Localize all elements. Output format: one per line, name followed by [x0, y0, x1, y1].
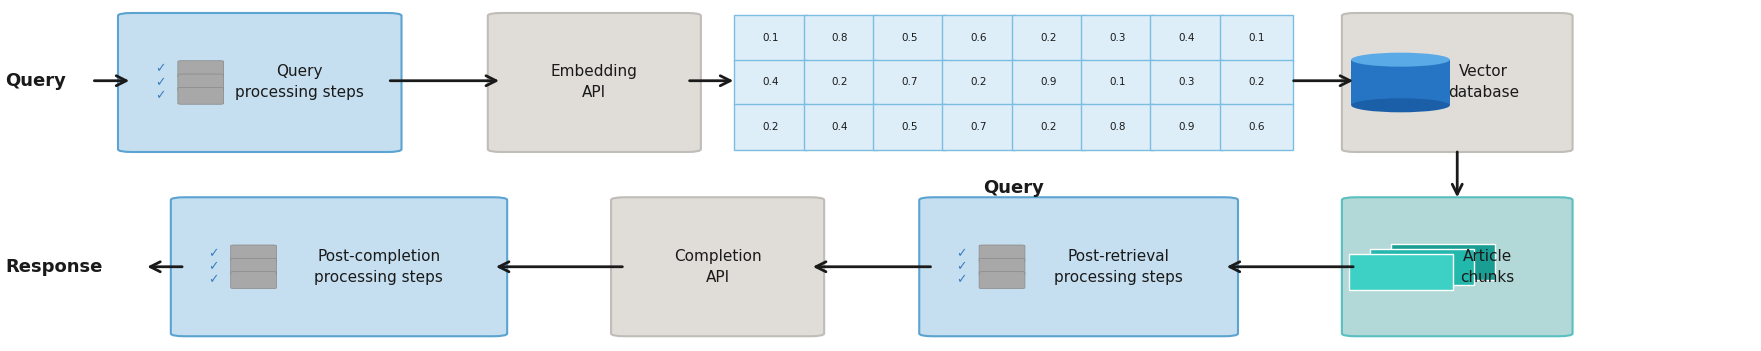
Text: ✓: ✓ — [956, 260, 967, 273]
Text: ✓: ✓ — [155, 62, 166, 76]
FancyBboxPatch shape — [118, 13, 402, 152]
FancyBboxPatch shape — [873, 104, 946, 150]
Text: Query: Query — [983, 179, 1044, 197]
FancyBboxPatch shape — [803, 60, 877, 105]
Text: 0.4: 0.4 — [831, 122, 849, 132]
FancyBboxPatch shape — [1011, 104, 1085, 150]
FancyBboxPatch shape — [942, 15, 1014, 61]
Text: Post-retrieval
processing steps: Post-retrieval processing steps — [1053, 249, 1183, 285]
Text: 0.1: 0.1 — [1249, 33, 1264, 43]
FancyBboxPatch shape — [231, 245, 276, 262]
Text: 0.2: 0.2 — [831, 78, 849, 87]
FancyBboxPatch shape — [803, 15, 877, 61]
Text: 0.8: 0.8 — [1109, 122, 1125, 132]
FancyBboxPatch shape — [1391, 244, 1495, 280]
Text: 0.4: 0.4 — [763, 78, 778, 87]
Text: ✓: ✓ — [208, 260, 218, 273]
FancyBboxPatch shape — [1220, 104, 1293, 150]
FancyBboxPatch shape — [979, 245, 1025, 262]
FancyBboxPatch shape — [734, 15, 807, 61]
Bar — [1351, 60, 1449, 105]
FancyBboxPatch shape — [231, 258, 276, 275]
FancyBboxPatch shape — [942, 60, 1014, 105]
FancyBboxPatch shape — [1342, 13, 1573, 152]
FancyBboxPatch shape — [1342, 197, 1573, 336]
FancyBboxPatch shape — [611, 197, 824, 336]
FancyBboxPatch shape — [919, 197, 1238, 336]
Text: ✓: ✓ — [155, 76, 166, 89]
FancyBboxPatch shape — [803, 104, 877, 150]
FancyBboxPatch shape — [873, 60, 946, 105]
Text: 0.9: 0.9 — [1041, 78, 1057, 87]
Text: 0.7: 0.7 — [970, 122, 986, 132]
Text: 0.3: 0.3 — [1178, 78, 1196, 87]
FancyBboxPatch shape — [1011, 60, 1085, 105]
FancyBboxPatch shape — [1150, 104, 1224, 150]
FancyBboxPatch shape — [942, 104, 1014, 150]
FancyBboxPatch shape — [1081, 15, 1153, 61]
Text: ✓: ✓ — [155, 89, 166, 102]
Ellipse shape — [1351, 53, 1449, 67]
Text: 0.8: 0.8 — [831, 33, 849, 43]
Text: 0.6: 0.6 — [970, 33, 986, 43]
Text: 0.2: 0.2 — [1041, 33, 1057, 43]
FancyBboxPatch shape — [1370, 249, 1474, 285]
Text: 0.2: 0.2 — [1041, 122, 1057, 132]
Text: 0.2: 0.2 — [763, 122, 778, 132]
Text: 0.1: 0.1 — [1109, 78, 1125, 87]
FancyBboxPatch shape — [1081, 60, 1153, 105]
Text: 0.5: 0.5 — [902, 122, 917, 132]
Text: Response: Response — [5, 258, 102, 276]
Text: ✓: ✓ — [208, 247, 218, 260]
FancyBboxPatch shape — [873, 15, 946, 61]
Text: 0.2: 0.2 — [1249, 78, 1264, 87]
FancyBboxPatch shape — [979, 272, 1025, 289]
Text: 0.9: 0.9 — [1178, 122, 1196, 132]
FancyBboxPatch shape — [1081, 104, 1153, 150]
Text: ✓: ✓ — [956, 273, 967, 287]
FancyBboxPatch shape — [734, 60, 807, 105]
Ellipse shape — [1351, 98, 1449, 112]
Text: Query: Query — [5, 72, 67, 90]
Text: 0.6: 0.6 — [1249, 122, 1264, 132]
FancyBboxPatch shape — [734, 104, 807, 150]
Text: Embedding
API: Embedding API — [551, 65, 637, 100]
FancyBboxPatch shape — [1220, 60, 1293, 105]
FancyBboxPatch shape — [178, 61, 224, 78]
Text: 0.4: 0.4 — [1178, 33, 1196, 43]
Text: ✓: ✓ — [956, 247, 967, 260]
FancyBboxPatch shape — [178, 74, 224, 91]
Text: Article
chunks: Article chunks — [1460, 249, 1514, 285]
FancyBboxPatch shape — [1220, 15, 1293, 61]
Text: 0.7: 0.7 — [902, 78, 917, 87]
Text: 0.1: 0.1 — [763, 33, 778, 43]
Text: 0.2: 0.2 — [970, 78, 986, 87]
FancyBboxPatch shape — [178, 87, 224, 104]
FancyBboxPatch shape — [171, 197, 507, 336]
Text: ✓: ✓ — [208, 273, 218, 287]
FancyBboxPatch shape — [1349, 254, 1453, 290]
Text: 0.3: 0.3 — [1109, 33, 1125, 43]
FancyBboxPatch shape — [1150, 60, 1224, 105]
FancyBboxPatch shape — [1011, 15, 1085, 61]
Text: Post-completion
processing steps: Post-completion processing steps — [313, 249, 444, 285]
Text: 0.5: 0.5 — [902, 33, 917, 43]
FancyBboxPatch shape — [231, 272, 276, 289]
Text: Vector
database: Vector database — [1448, 65, 1520, 100]
FancyBboxPatch shape — [488, 13, 701, 152]
Text: Completion
API: Completion API — [674, 249, 761, 285]
Text: Query
processing steps: Query processing steps — [234, 65, 365, 100]
FancyBboxPatch shape — [1150, 15, 1224, 61]
FancyBboxPatch shape — [979, 258, 1025, 275]
